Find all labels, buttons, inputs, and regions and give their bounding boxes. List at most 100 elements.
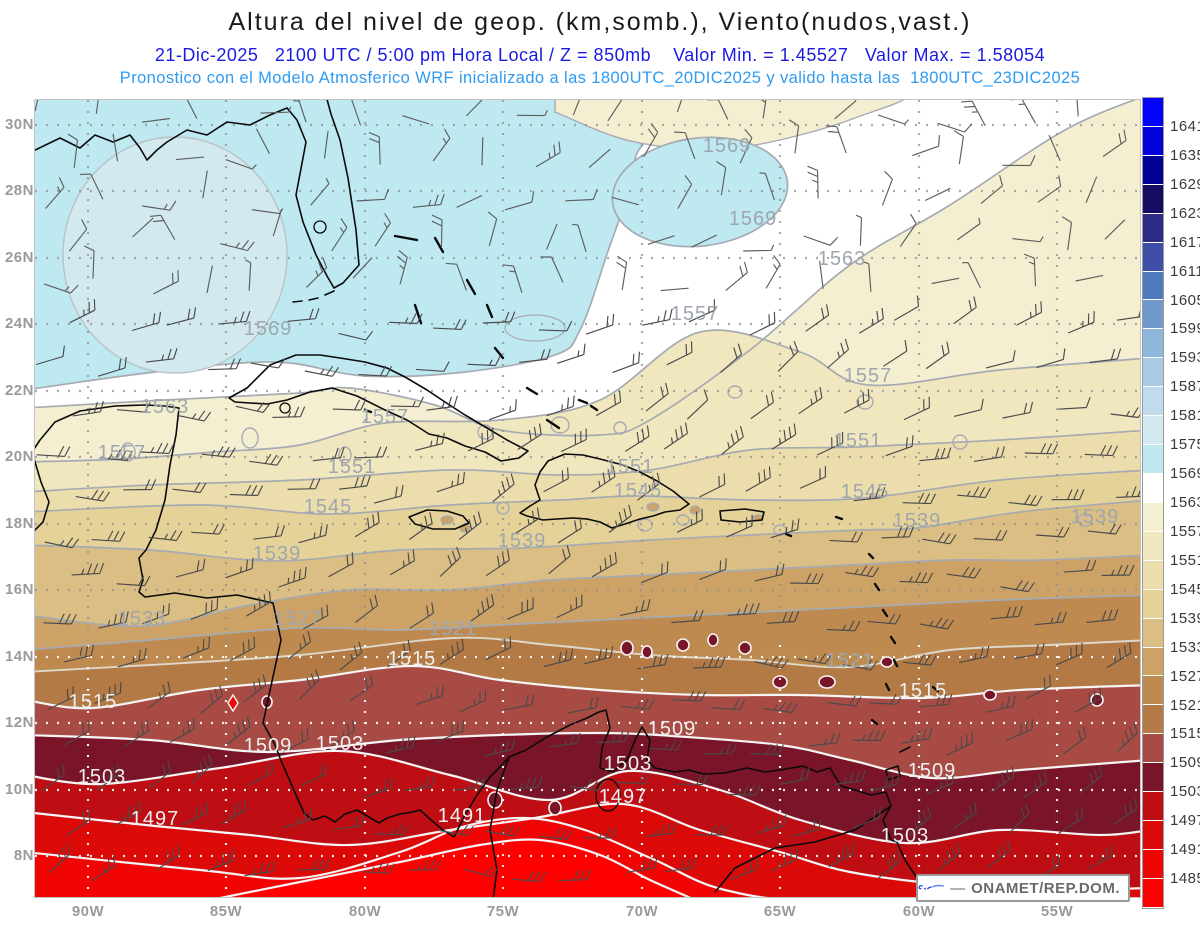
lat-label: 22N — [4, 382, 34, 399]
contour-label: 1521 — [826, 650, 875, 672]
colorbar-value: 1563 — [1170, 494, 1200, 511]
contour-label: 1563 — [818, 248, 867, 270]
colorbar-value: 1587 — [1170, 378, 1200, 396]
contour-label: 1551 — [328, 456, 377, 478]
colorbar-segment — [1143, 184, 1163, 214]
contour-label: 1539 — [498, 530, 547, 552]
colorbar-segment — [1143, 387, 1163, 417]
colorbar-segment — [1143, 358, 1163, 388]
colorbar-value: 1551 — [1170, 551, 1200, 569]
contour-label: 1533 — [118, 608, 167, 630]
contour-label: 1503 — [604, 753, 653, 775]
colorbar-segment — [1143, 705, 1163, 735]
colorbar-segment — [1143, 647, 1163, 677]
colorbar-value: 1485 — [1170, 870, 1200, 888]
lon-label: 80W — [348, 903, 382, 920]
onamet-logo: — ONAMET/REP.DOM. — [916, 874, 1130, 902]
contour-label: 1551 — [606, 456, 655, 478]
logo-text: ONAMET/REP.DOM. — [971, 879, 1120, 897]
colorbar-segment — [1143, 560, 1163, 590]
lon-label: 60W — [902, 903, 936, 920]
map-area: 1569 1569 1569 1563 1563 1557 1557 1557 1557 1551… — [34, 99, 1141, 898]
lon-label: 55W — [1040, 903, 1074, 920]
lat-label: 26N — [4, 249, 34, 266]
contour-label: 1539 — [893, 510, 942, 532]
colorbar-segment — [1143, 618, 1163, 648]
colorbar-segment — [1143, 416, 1163, 446]
contour-label: 1545 — [614, 480, 663, 502]
lat-label: 8N — [13, 847, 34, 864]
colorbar-segment — [1143, 155, 1163, 185]
colorbar-value: 1617 — [1170, 233, 1200, 251]
lat-label: 10N — [4, 781, 34, 798]
colorbar — [1142, 97, 1164, 909]
subtitle-datetime: 21-Dic-2025 2100 UTC / 5:00 pm Hora Loca… — [154, 45, 1046, 65]
contour-label: 1509 — [908, 760, 957, 782]
lon-label: 65W — [763, 903, 797, 920]
colorbar-segment — [1143, 849, 1163, 879]
colorbar-segment — [1143, 445, 1163, 474]
contour-label: 1503 — [78, 766, 127, 788]
lon-label: 70W — [625, 903, 659, 920]
grid — [35, 100, 1140, 897]
colorbar-segment — [1143, 763, 1163, 793]
contour-label: 1497 — [131, 808, 180, 830]
colorbar-segment — [1143, 271, 1163, 301]
contour-label: 1521 — [429, 618, 478, 640]
minor-contours — [120, 385, 1104, 816]
contour-label: 1557 — [671, 303, 720, 325]
colorbar-value: 1545 — [1170, 580, 1200, 598]
lat-label: 14N — [4, 648, 34, 665]
colorbar-segment — [1143, 821, 1163, 850]
contour-label: 1515 — [899, 680, 948, 702]
contour-label: 1539 — [1071, 506, 1120, 528]
colorbar-value: 1491 — [1170, 841, 1200, 859]
colorbar-value: 1605 — [1170, 291, 1200, 309]
colorbar-segment — [1143, 126, 1163, 156]
lon-label: 85W — [209, 903, 243, 920]
lat-label: 16N — [4, 581, 34, 598]
lat-label: 28N — [4, 182, 34, 199]
lat-label: 24N — [4, 315, 34, 332]
contour-label: 1569 — [729, 208, 778, 230]
lat-label: 18N — [4, 515, 34, 532]
colorbar-segment — [1143, 589, 1163, 619]
wind-barbs — [35, 100, 1140, 883]
colorbar-value: 1497 — [1170, 812, 1200, 830]
map-canvas: 1569 1569 1569 1563 1563 1557 1557 1557 1557 1551… — [35, 100, 1140, 897]
colorbar-value: 1521 — [1170, 696, 1200, 714]
contour-label: 1497 — [599, 786, 648, 808]
colorbar-segment — [1143, 676, 1163, 706]
contour-label: 1557 — [98, 442, 147, 464]
contour-label: 1491 — [438, 805, 487, 827]
lat-label: 12N — [4, 714, 34, 731]
colorbar-value: 1599 — [1170, 320, 1200, 338]
onamet-logo-icon — [918, 884, 944, 890]
colorbar-segment — [1143, 329, 1163, 359]
colorbar-segment — [1143, 792, 1163, 822]
contour-label: 1569 — [703, 135, 752, 157]
colorbar-value: 1629 — [1170, 175, 1200, 193]
contour-label: 1503 — [316, 733, 365, 755]
contour-label: 1545 — [841, 481, 890, 503]
lat-label: 20N — [4, 448, 34, 465]
colorbar-segment — [1143, 300, 1163, 330]
colorbar-value: 1527 — [1170, 667, 1200, 685]
colorbar-value: 1569 — [1170, 465, 1200, 483]
colorbar-segment — [1143, 473, 1163, 503]
contour-label: 1509 — [648, 718, 697, 740]
contour-label: 1515 — [69, 691, 118, 713]
colorbar-segment — [1143, 213, 1163, 243]
contour-label: 1557 — [361, 406, 410, 428]
colorbar-value: 1533 — [1170, 638, 1200, 656]
subtitle-model-info: Pronostico con el Modelo Atmosferico WRF… — [119, 69, 1081, 87]
contour-bands — [35, 100, 1140, 897]
page-title: Altura del nivel de geop. (km,somb.), Vi… — [228, 8, 972, 36]
colorbar-segment — [1143, 531, 1163, 561]
colorbar-value: 1515 — [1170, 725, 1200, 743]
colorbar-value: 1623 — [1170, 204, 1200, 222]
